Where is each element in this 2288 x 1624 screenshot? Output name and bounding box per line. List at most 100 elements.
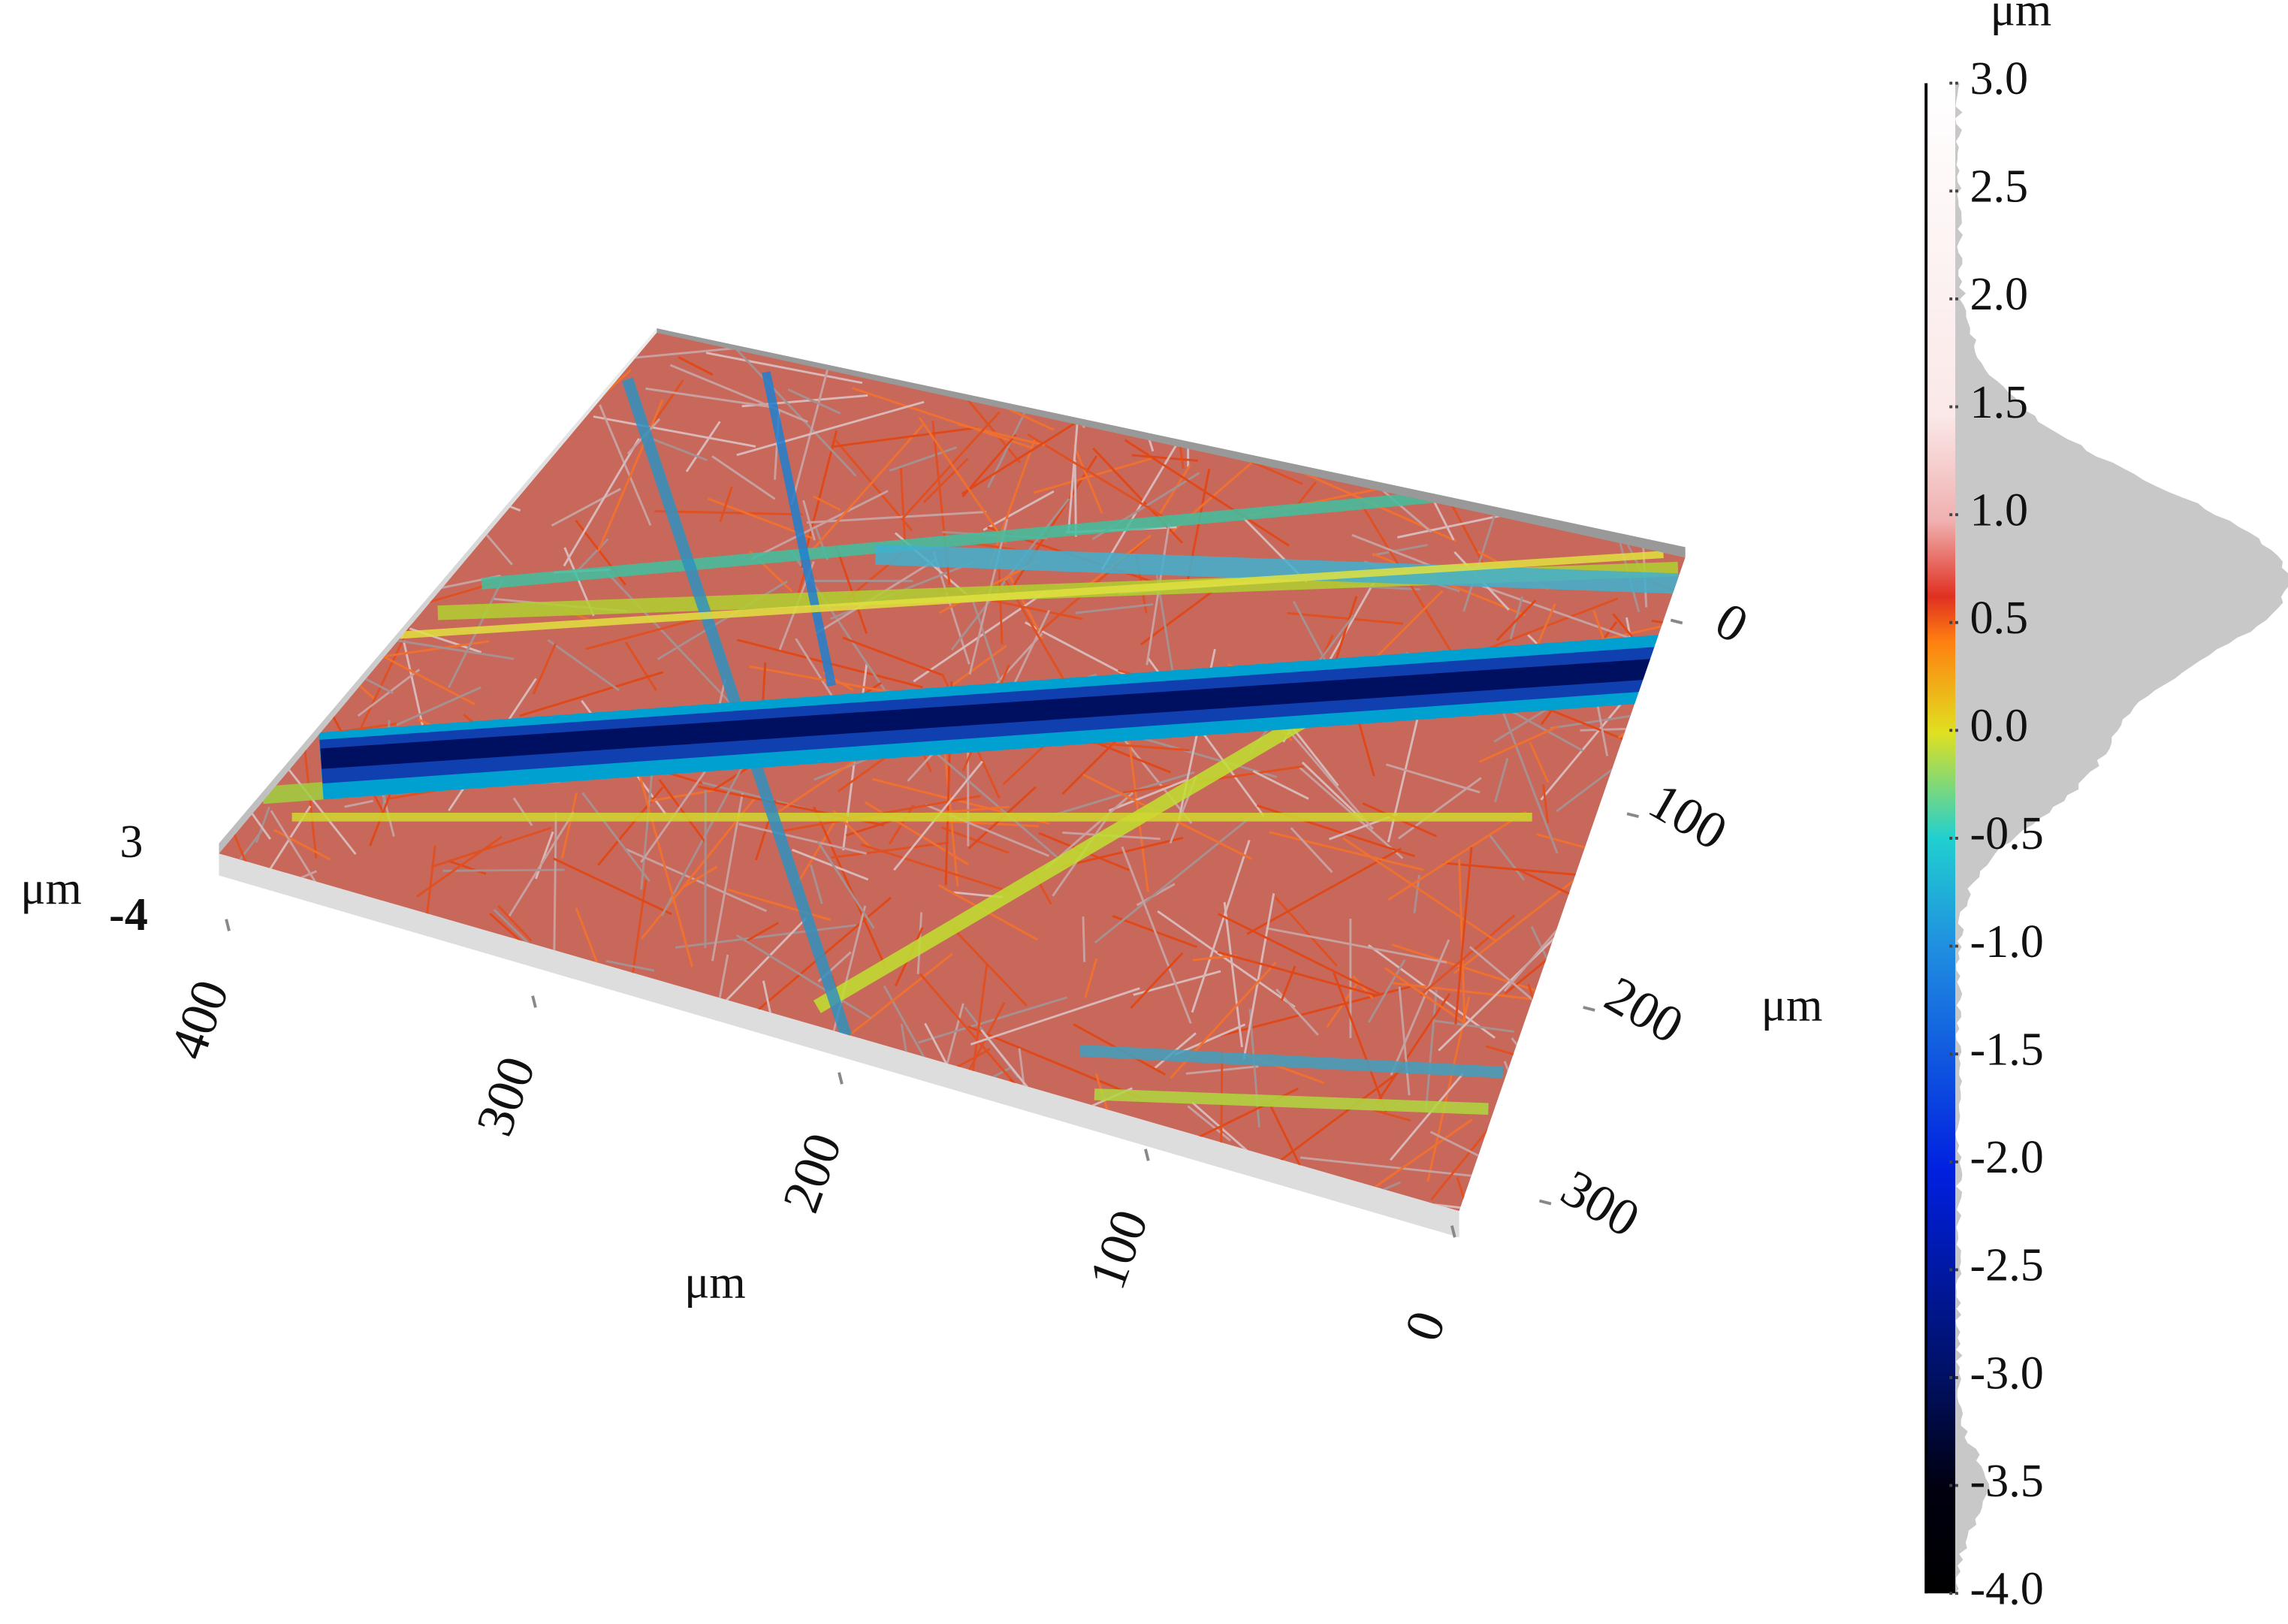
texture	[809, 864, 823, 904]
texture	[978, 1192, 1057, 1212]
texture	[1509, 596, 1524, 640]
texture	[1301, 761, 1364, 822]
texture	[219, 644, 255, 654]
texture	[1631, 1080, 1686, 1109]
texture	[261, 488, 415, 609]
texture	[1183, 334, 1245, 340]
texture	[467, 360, 500, 371]
texture	[877, 1094, 959, 1136]
texture	[497, 904, 533, 942]
texture	[660, 742, 756, 916]
texture	[1368, 944, 1496, 1039]
texture	[1274, 896, 1338, 967]
texture	[1658, 1203, 1686, 1212]
texture	[581, 792, 650, 882]
texture	[1372, 544, 1428, 557]
texture	[322, 471, 450, 512]
texture	[569, 1115, 578, 1186]
texture	[341, 1043, 406, 1170]
texture	[1094, 1088, 1489, 1115]
texture	[1130, 952, 1184, 1009]
texture	[339, 455, 418, 497]
texture	[1290, 827, 1333, 874]
texture	[443, 1098, 466, 1194]
texture	[751, 490, 889, 560]
texture	[736, 400, 925, 457]
texture	[705, 352, 863, 385]
texture	[1496, 599, 1537, 641]
texture	[261, 1130, 343, 1212]
texture	[237, 526, 266, 536]
texture	[585, 616, 704, 651]
texture	[1674, 335, 1686, 447]
texture	[816, 841, 875, 929]
texture	[1210, 378, 1281, 388]
texture	[1121, 846, 1192, 1024]
texture	[1529, 469, 1586, 487]
texture	[593, 415, 756, 448]
texture	[1198, 332, 1206, 425]
texture	[563, 1034, 683, 1101]
z-axis-label: μm	[20, 863, 82, 914]
texture	[293, 436, 349, 488]
texture	[563, 438, 640, 567]
texture	[1252, 770, 1309, 800]
texture	[294, 342, 454, 457]
texture	[1246, 847, 1402, 935]
texture	[408, 967, 458, 996]
texture	[237, 1114, 240, 1154]
texture	[1158, 464, 1191, 516]
texture	[569, 1117, 602, 1143]
texture	[238, 545, 319, 581]
texture	[684, 865, 718, 888]
texture	[541, 1155, 626, 1212]
texture	[1139, 590, 1213, 646]
texture	[1272, 401, 1454, 437]
texture	[560, 792, 578, 859]
texture	[1372, 1109, 1411, 1122]
texture	[565, 1174, 623, 1212]
texture	[303, 970, 434, 1023]
texture	[1367, 958, 1406, 1023]
texture	[606, 959, 655, 972]
texture	[240, 1184, 361, 1212]
texture	[967, 1025, 1144, 1100]
colorbar-tick-label: 1.5	[1970, 377, 2028, 428]
texture	[1479, 725, 1559, 763]
texture	[860, 843, 1013, 894]
texture	[611, 1178, 705, 1183]
texture	[1536, 833, 1593, 851]
texture	[918, 1161, 954, 1212]
colorbar-tick-label: -1.5	[1970, 1024, 2043, 1075]
texture	[361, 1013, 472, 1120]
texture	[832, 426, 978, 448]
texture	[219, 715, 229, 826]
texture	[233, 1028, 283, 1032]
texture	[835, 545, 868, 634]
texture	[282, 371, 479, 412]
texture	[254, 1079, 396, 1178]
texture	[997, 1167, 1085, 1194]
texture	[1635, 870, 1681, 948]
texture	[875, 544, 1679, 594]
texture	[638, 775, 693, 967]
texture	[371, 483, 460, 524]
texture	[379, 1138, 418, 1212]
texture	[1660, 900, 1672, 994]
texture	[1555, 372, 1586, 447]
texture	[285, 332, 466, 430]
texture	[1432, 1019, 1514, 1033]
texture	[805, 424, 924, 558]
box-front	[219, 853, 1459, 1238]
texture	[996, 1218, 1026, 1368]
texture	[1299, 1156, 1475, 1178]
texture	[802, 500, 816, 541]
texture	[321, 394, 353, 412]
texture	[1618, 332, 1666, 401]
texture	[813, 806, 886, 967]
texture	[1584, 383, 1686, 400]
texture	[482, 332, 643, 339]
texture	[1278, 1062, 1412, 1163]
texture	[762, 371, 837, 687]
